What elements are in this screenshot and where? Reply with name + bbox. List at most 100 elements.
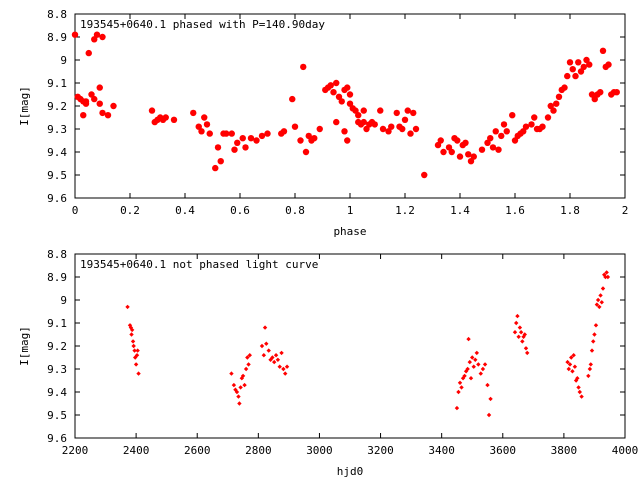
data-point bbox=[539, 123, 546, 130]
data-point bbox=[407, 130, 414, 137]
data-point bbox=[594, 302, 600, 307]
data-point bbox=[245, 355, 250, 360]
x-tick-label: 3200 bbox=[367, 444, 394, 457]
data-point bbox=[125, 304, 130, 310]
data-point bbox=[229, 371, 234, 376]
data-point bbox=[346, 100, 354, 107]
data-point bbox=[131, 343, 136, 349]
data-point bbox=[228, 130, 235, 137]
data-point bbox=[214, 144, 222, 151]
data-point bbox=[583, 56, 590, 64]
x-tick-label: 2800 bbox=[245, 444, 272, 457]
data-point bbox=[525, 350, 530, 356]
data-point bbox=[162, 114, 169, 121]
data-point bbox=[404, 107, 411, 114]
data-point bbox=[223, 130, 230, 137]
data-point bbox=[470, 355, 475, 360]
data-point bbox=[134, 353, 140, 358]
y-tick-label: 9.6 bbox=[47, 192, 67, 205]
data-point bbox=[509, 112, 516, 119]
data-point bbox=[599, 300, 604, 305]
data-point bbox=[520, 128, 527, 135]
data-point bbox=[212, 164, 219, 172]
data-point bbox=[511, 137, 519, 144]
data-point bbox=[597, 304, 602, 310]
data-point bbox=[346, 91, 354, 98]
data-point bbox=[566, 366, 571, 372]
data-point bbox=[360, 118, 367, 126]
data-point bbox=[127, 323, 133, 328]
data-point bbox=[195, 123, 202, 130]
data-point bbox=[602, 272, 607, 277]
y-tick-label: 9.1 bbox=[47, 317, 67, 330]
data-point bbox=[531, 114, 538, 121]
data-point bbox=[333, 79, 340, 87]
data-point bbox=[579, 394, 584, 399]
data-point bbox=[605, 274, 611, 280]
data-point bbox=[569, 66, 576, 73]
data-point bbox=[486, 412, 492, 418]
data-point bbox=[401, 116, 409, 124]
data-point bbox=[569, 355, 574, 360]
y-tick-label: 9.6 bbox=[47, 432, 67, 445]
x-tick-label: 1 bbox=[347, 204, 354, 217]
data-point bbox=[237, 401, 242, 406]
data-point bbox=[344, 137, 351, 144]
data-points bbox=[71, 31, 620, 179]
data-point bbox=[500, 121, 508, 128]
y-tick-label: 9 bbox=[60, 54, 67, 67]
data-point bbox=[377, 107, 384, 114]
data-point bbox=[198, 128, 205, 135]
data-point bbox=[591, 339, 596, 344]
data-point bbox=[605, 61, 612, 68]
y-tick-label: 9.3 bbox=[47, 363, 67, 376]
plot-frame bbox=[74, 253, 626, 439]
data-point bbox=[465, 366, 470, 372]
data-point bbox=[604, 270, 609, 275]
y-tick-label: 9.5 bbox=[47, 169, 67, 182]
data-point bbox=[454, 405, 460, 411]
data-point bbox=[485, 382, 490, 388]
data-point bbox=[597, 89, 604, 96]
x-tick-label: 3000 bbox=[306, 444, 333, 457]
data-point bbox=[580, 63, 587, 71]
x-axis-label: phase bbox=[333, 225, 366, 238]
data-point bbox=[593, 323, 599, 328]
data-point bbox=[565, 359, 570, 365]
y-tick-label: 9.3 bbox=[47, 123, 67, 136]
data-point bbox=[273, 353, 279, 358]
data-point bbox=[110, 102, 117, 110]
data-point bbox=[515, 313, 520, 319]
data-point bbox=[316, 125, 323, 133]
data-point bbox=[567, 362, 573, 367]
x-tick-label: 3400 bbox=[428, 444, 455, 457]
data-point bbox=[96, 84, 103, 91]
data-point bbox=[488, 396, 493, 402]
data-point bbox=[586, 61, 593, 68]
data-point bbox=[305, 132, 312, 140]
data-point bbox=[104, 112, 112, 119]
data-point bbox=[85, 49, 92, 57]
data-point bbox=[613, 89, 620, 96]
data-point bbox=[91, 95, 98, 103]
y-tick-label: 9.4 bbox=[47, 386, 67, 399]
data-point bbox=[148, 107, 156, 114]
x-tick-label: 3800 bbox=[551, 444, 578, 457]
data-point bbox=[300, 63, 307, 71]
data-point bbox=[242, 382, 247, 388]
data-point bbox=[462, 139, 469, 146]
data-point bbox=[371, 121, 378, 128]
data-point bbox=[234, 389, 240, 395]
data-point bbox=[201, 114, 208, 121]
data-point bbox=[129, 327, 135, 333]
data-point bbox=[302, 148, 310, 156]
data-point bbox=[591, 95, 598, 103]
data-point bbox=[561, 84, 568, 91]
data-point bbox=[514, 320, 519, 326]
data-point bbox=[588, 91, 596, 98]
data-point bbox=[577, 389, 582, 395]
data-point bbox=[466, 336, 471, 342]
data-point bbox=[281, 366, 286, 372]
y-axis-label: I[mag] bbox=[18, 86, 31, 126]
data-point bbox=[327, 82, 334, 89]
